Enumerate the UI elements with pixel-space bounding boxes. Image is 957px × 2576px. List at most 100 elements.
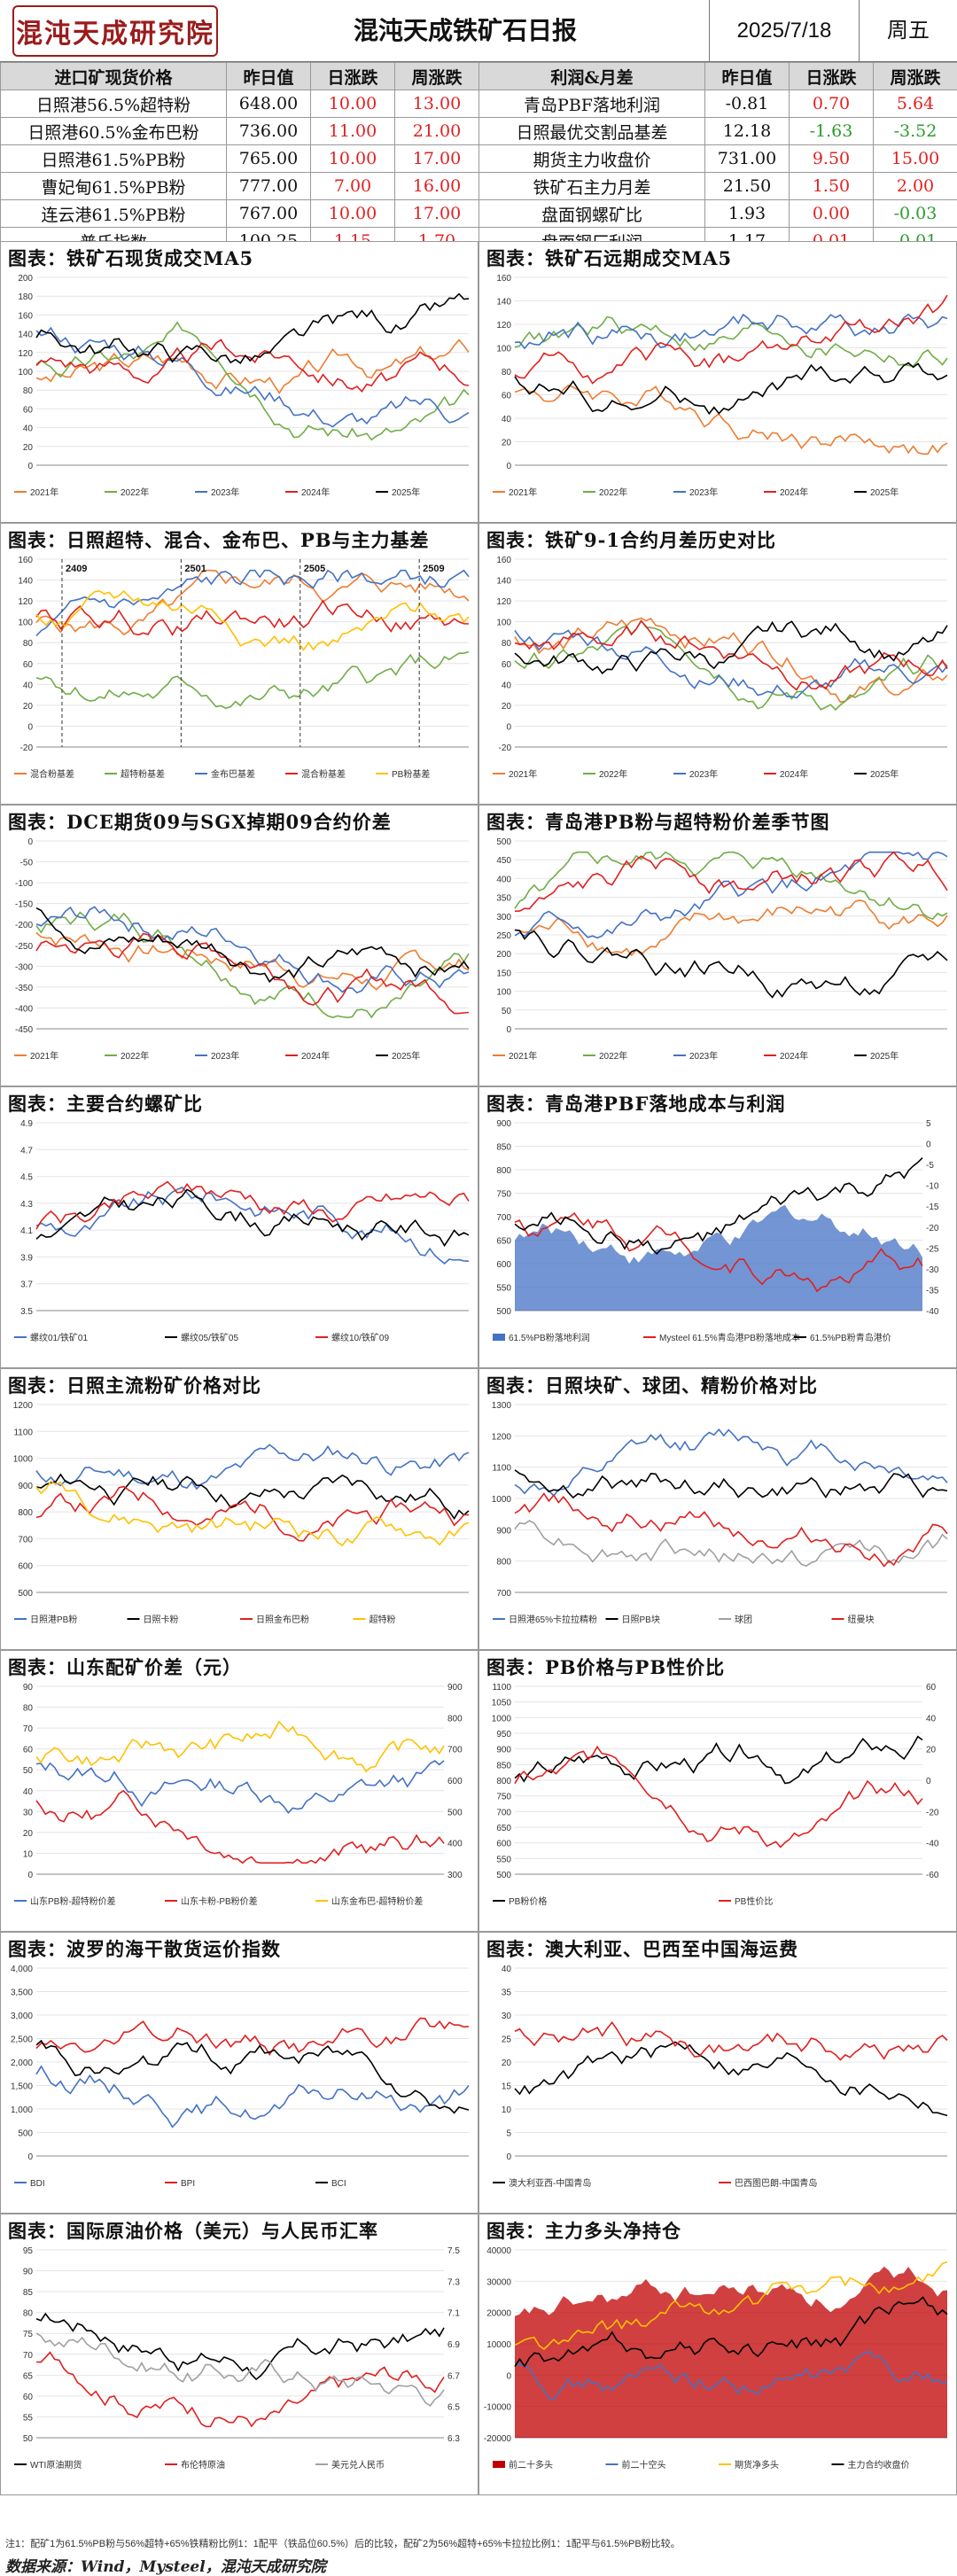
y-tick-label: 250 <box>496 931 511 941</box>
y-tick-label: 1100 <box>492 1464 511 1474</box>
y-tick-label: 700 <box>18 1535 33 1545</box>
series-line <box>35 2312 445 2381</box>
y2-tick-label: 6.7 <box>447 2371 460 2381</box>
legend-label: 混合粉基差 <box>30 768 74 780</box>
table-row: 日照港56.5%超特粉 648.00 10.00 13.00 青岛PBF落地利润 -0.8… <box>0 89 957 118</box>
y-tick-label: -100 <box>15 879 33 889</box>
y-tick-label: 80 <box>502 368 512 377</box>
y2-tick-label: 60 <box>926 1683 937 1693</box>
series-line <box>514 384 948 455</box>
y2-tick-label: 700 <box>447 1746 463 1755</box>
y-tick-label: 160 <box>18 556 33 565</box>
chart-panel: 图表：铁矿9-1合约月差历史对比 -20 0 20 40 60 80 100 120 140 160… <box>478 523 957 805</box>
series-line <box>35 906 470 994</box>
table-cell: 10.00 <box>310 199 395 228</box>
y-tick-label: -150 <box>15 900 33 910</box>
series-line <box>514 619 948 691</box>
legend-label: 金布巴基差 <box>211 768 255 780</box>
chart-panel: 图表：日照块矿、球团、精粉价格对比 700 800 900 1000 1100 1200 13… <box>478 1368 957 1650</box>
y-tick-label: -250 <box>15 942 33 952</box>
series-line <box>514 929 948 999</box>
chart-panel: 图表：波罗的海干散货运价指数 0 500 1,000 1,500 2,000 2,500 3,… <box>0 1932 478 2214</box>
chart-panel: 图表：青岛港PBF落地成本与利润 500 550 600 650 700 750 800 850… <box>478 1086 957 1368</box>
legend-label: 螺纹10/铁矿09 <box>331 1332 389 1343</box>
y-tick-label: 40 <box>502 415 512 424</box>
y-tick-label: 60 <box>23 2393 34 2402</box>
y-tick-label: 800 <box>496 1777 511 1786</box>
chart-panel: 图表：铁矿石现货成交MA5 0 20 40 60 80 100 120 140 160 180 200… <box>0 241 478 523</box>
y-tick-label: 400 <box>496 875 511 884</box>
y-tick-label: 30000 <box>486 2277 511 2287</box>
series-line <box>35 1789 445 1864</box>
legend-label: 日照金布巴粉 <box>256 1614 309 1625</box>
header-cell: 日涨跌 <box>789 62 874 90</box>
series-line <box>514 1520 948 1568</box>
table-cell: -0.81 <box>704 89 790 118</box>
table-cell: 12.18 <box>704 117 790 145</box>
series-line <box>514 1469 948 1499</box>
chart-plot: -450 -400 -350 -300 -250 -200 -150 -100 -50 0 2021… <box>14 837 470 1062</box>
y-tick-label: 750 <box>496 1793 511 1802</box>
legend-label: 日照PB块 <box>622 1615 660 1625</box>
report-date: 2025/7/18 <box>709 0 860 62</box>
series-line <box>35 599 470 636</box>
series-line <box>35 932 470 1015</box>
legend-label: 澳大利亚西-中国青岛 <box>509 2177 591 2189</box>
table-cell: 17.00 <box>394 144 479 173</box>
legend-label: 2025年 <box>392 486 420 498</box>
y-tick-label: -20 <box>499 743 512 753</box>
y2-tick-label: 800 <box>447 1714 463 1724</box>
y-tick-label: -300 <box>15 962 33 972</box>
y-tick-label: 0 <box>27 462 33 471</box>
y-tick-label: 600 <box>496 1260 511 1270</box>
series-line <box>35 292 470 364</box>
y-tick-label: 10000 <box>486 2340 511 2350</box>
y2-tick-label: 600 <box>447 1777 463 1786</box>
header-cell: 昨日值 <box>226 62 311 90</box>
y-tick-label: 60 <box>23 405 34 415</box>
chart-panel: 图表：主要合约螺矿比 3.5 3.7 3.9 4.1 4.3 4.5 4.7 4.9 螺纹01/铁… <box>0 1086 478 1368</box>
table-header-row: 进口矿现货价格 昨日值 日涨跌 周涨跌 利润&月差 昨日值 日涨跌 周涨跌 <box>0 62 957 90</box>
legend-label: 螺纹05/铁矿05 <box>181 1332 238 1343</box>
y-tick-label: 700 <box>496 1589 511 1599</box>
series-line <box>35 2332 445 2407</box>
chart-plot: 500 550 600 650 700 750 800 850 900 -40 -35 -30 -25 -… <box>493 1119 939 1343</box>
chart-plot: 3.5 3.7 3.9 4.1 4.3 4.5 4.7 4.9 螺纹01/铁矿01 螺纹05/铁矿… <box>14 1119 470 1343</box>
y-tick-label: 40 <box>23 1787 34 1797</box>
report-title: 混沌天成铁矿石日报 <box>353 16 577 45</box>
y2-tick-label: 7.1 <box>447 2309 460 2319</box>
legend-label: 2025年 <box>870 768 899 780</box>
y2-tick-label: 300 <box>447 1871 463 1880</box>
table-cell: 0.70 <box>789 89 874 118</box>
chart-panel: 图表：青岛港PB粉与超特粉价差季节图 0 50 100 150 200 250 300 350 4… <box>478 805 957 1086</box>
y-tick-label: 0 <box>506 2152 511 2162</box>
legend-label: 2022年 <box>121 486 149 498</box>
y2-tick-label: -20 <box>926 1224 939 1234</box>
y2-tick-label: 400 <box>447 1840 463 1849</box>
table-row: 日照港60.5%金布巴粉 736.00 11.00 21.00 日照最优交割品基差 12.… <box>0 117 957 145</box>
series-line <box>35 1480 470 1547</box>
y-tick-label: -200 <box>15 921 33 930</box>
y-tick-label: 60 <box>502 392 512 401</box>
y-tick-label: 500 <box>496 837 511 847</box>
y-tick-label: 30 <box>23 1808 34 1817</box>
y-tick-label: 100 <box>18 619 33 628</box>
y-tick-label: 85 <box>23 2288 34 2298</box>
series-line <box>514 851 948 912</box>
table-cell: 青岛PBF落地利润 <box>478 89 705 118</box>
chart-plot: -20 0 20 40 60 80 100 120 140 160 2021年 2022年 2023年 2… <box>493 556 948 780</box>
series-line <box>514 620 948 674</box>
legend-label: 前二十空头 <box>622 2459 666 2471</box>
legend-swatch <box>493 1334 505 1341</box>
y-tick-label: 35 <box>502 1988 512 1998</box>
table-cell: 日照港56.5%超特粉 <box>0 89 227 118</box>
y-tick-label: -50 <box>20 859 34 868</box>
y-tick-label: 4.9 <box>20 1119 33 1129</box>
series-line <box>514 362 948 416</box>
series-line <box>35 1180 470 1230</box>
series-line <box>514 629 948 699</box>
series-line <box>35 650 470 710</box>
y-tick-label: 900 <box>496 1746 511 1755</box>
table-cell: 1.50 <box>789 172 874 200</box>
company-logo: 混沌天成研究院 <box>12 5 218 57</box>
